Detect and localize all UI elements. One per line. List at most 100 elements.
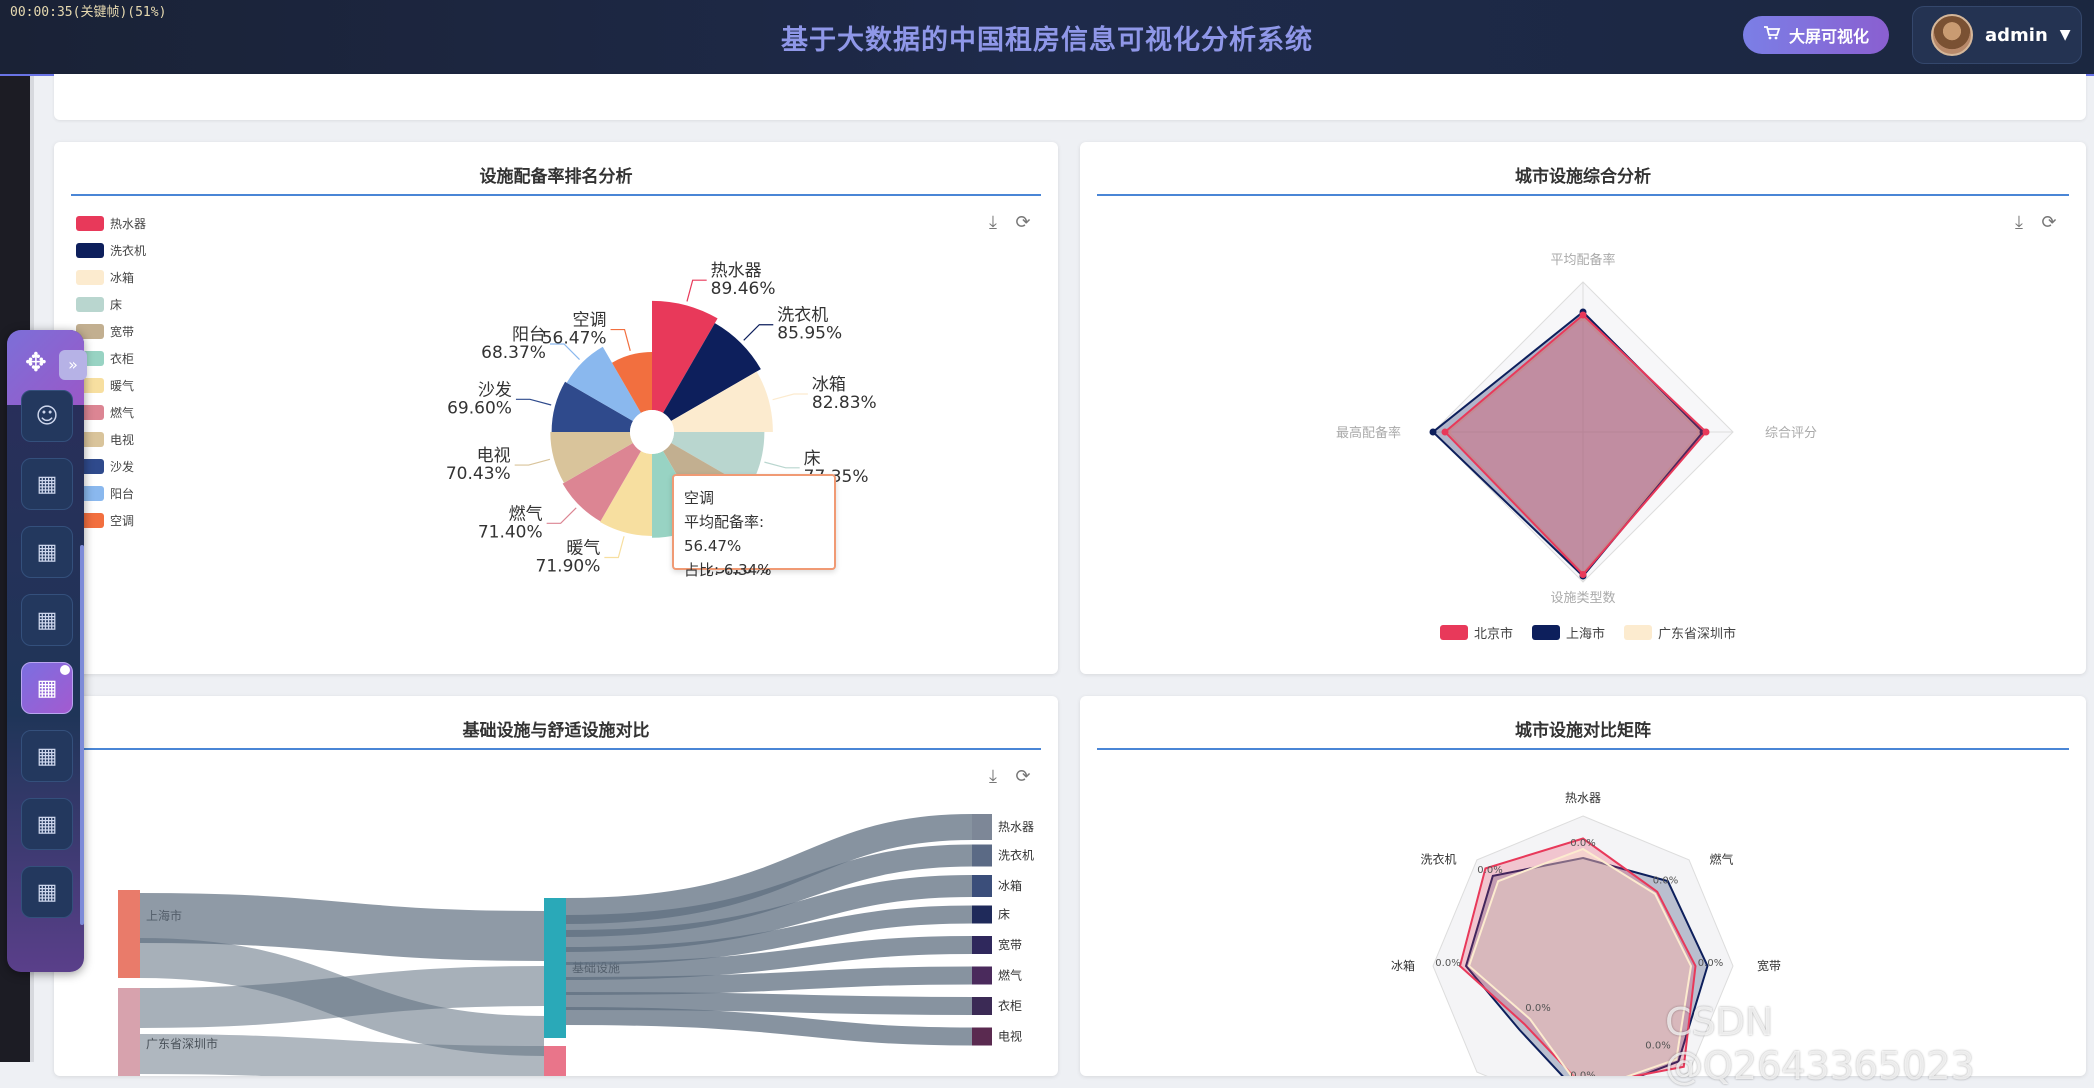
sankey-target-node[interactable] xyxy=(972,997,992,1015)
sankey-link[interactable] xyxy=(565,936,973,980)
radar-legend-label[interactable]: 广东省深圳市 xyxy=(1658,626,1736,642)
sidebar-item-7[interactable]: ▦ xyxy=(21,866,73,918)
pie-slice[interactable] xyxy=(562,443,641,522)
legend-item[interactable]: 沙发 xyxy=(76,453,146,480)
user-menu[interactable]: admin ▼ xyxy=(1912,6,2082,64)
sankey-source-node[interactable] xyxy=(118,988,140,1076)
pie-label-line xyxy=(764,461,800,469)
tooltip-rate: 平均配备率: 56.47% xyxy=(684,513,765,555)
sankey-link[interactable] xyxy=(139,966,545,1028)
facility-rank-card: 设施配备率排名分析 ⤓ ⟳ 热水器 洗衣机 冰箱床宽带 衣柜 暖气 燃气 电视 沙发 阳台 空调 … xyxy=(54,142,1058,674)
pie-chart: 热水器89.46%洗衣机85.95%冰箱82.83%床77.35%宽带衣柜73.… xyxy=(446,261,877,578)
legend-label: 空调 xyxy=(110,514,135,528)
download-icon[interactable]: ⤓ xyxy=(989,212,997,233)
sidebar-header[interactable]: ✥ » xyxy=(7,330,87,405)
card-divider xyxy=(71,194,1041,196)
legend-item[interactable]: 热水器 xyxy=(76,210,146,237)
legend-item[interactable]: 空调 xyxy=(76,507,146,534)
sankey-middle-node[interactable] xyxy=(544,898,566,1038)
sankey-link[interactable] xyxy=(565,1007,973,1046)
download-icon[interactable]: ⤓ xyxy=(2015,212,2023,233)
sidebar-item-2[interactable]: ▦ xyxy=(21,526,73,578)
matrix-indicator: 洗衣机 xyxy=(1420,852,1456,867)
sidebar-item-6[interactable]: ▦ xyxy=(21,798,73,850)
radar-point[interactable] xyxy=(1429,428,1437,436)
chevron-down-icon: ▼ xyxy=(2059,27,2071,43)
legend-item[interactable]: 电视 xyxy=(76,426,146,453)
download-icon[interactable]: ⤓ xyxy=(989,766,997,787)
pie-label-line xyxy=(610,328,631,351)
matrix-series[interactable] xyxy=(1464,856,1709,1076)
legend-item[interactable]: 冰箱 xyxy=(76,264,146,291)
legend-label: 宽带 xyxy=(110,325,135,339)
legend-item[interactable]: 宽带 xyxy=(76,318,146,345)
expand-icon[interactable]: » xyxy=(59,350,87,380)
sankey-target-node[interactable] xyxy=(972,814,992,840)
sankey-link[interactable] xyxy=(565,992,973,1015)
pie-slice[interactable] xyxy=(551,381,633,432)
pie-slice[interactable] xyxy=(566,346,641,421)
pie-slice[interactable] xyxy=(550,432,633,483)
sidebar-item-active[interactable]: ▦ xyxy=(21,662,73,714)
grid-icon: ▦ xyxy=(36,607,58,633)
watermark: CSDN @Q2643365023 xyxy=(1665,1000,1975,1088)
top-bar: 00:00:35(关键帧)(51%) 基于大数据的中国租房信息可视化分析系统 大… xyxy=(0,0,2094,76)
pie-label-name: 电视 xyxy=(477,446,511,466)
pie-slice[interactable] xyxy=(611,351,652,413)
pie-label-line xyxy=(515,398,552,406)
sidebar-item-3[interactable]: ▦ xyxy=(21,594,73,646)
sankey-link[interactable] xyxy=(565,875,973,952)
sidebar-item-user[interactable]: ☺ xyxy=(21,390,73,442)
legend-item[interactable]: 床 xyxy=(76,291,146,318)
pie-slice[interactable] xyxy=(671,371,773,432)
legend-item[interactable]: 燃气 xyxy=(76,399,146,426)
sankey-middle-node[interactable] xyxy=(544,1046,566,1076)
sankey-link[interactable] xyxy=(139,893,545,961)
pie-slice[interactable] xyxy=(663,323,761,421)
sankey-target-node[interactable] xyxy=(972,936,992,954)
legend-item[interactable]: 洗衣机 xyxy=(76,237,146,264)
sankey-target-node[interactable] xyxy=(972,844,992,867)
refresh-icon[interactable]: ⟳ xyxy=(2041,212,2057,233)
radar-point[interactable] xyxy=(1579,571,1587,578)
pie-label-name: 暖气 xyxy=(566,539,600,559)
radar-legend-label[interactable]: 北京市 xyxy=(1474,626,1513,642)
radar-point[interactable] xyxy=(1702,428,1710,436)
matrix-series[interactable] xyxy=(1458,837,1697,1077)
basic-comfort-card: 基础设施与舒适设施对比 ⤓ ⟳ 上海市 广东省深圳市 基础设施 热水器 洗衣机 冰箱床宽带… xyxy=(54,696,1058,1076)
radar-legend-label[interactable]: 上海市 xyxy=(1566,626,1605,642)
radar-point[interactable] xyxy=(1441,428,1449,436)
sankey-target-label: 热水器 xyxy=(998,820,1034,834)
legend-item[interactable]: 阳台 xyxy=(76,480,146,507)
matrix-series[interactable] xyxy=(1467,847,1693,1076)
sankey-link[interactable] xyxy=(565,844,973,937)
sankey-target-node[interactable] xyxy=(972,905,992,924)
radar-series[interactable] xyxy=(1443,313,1708,576)
radar-point[interactable] xyxy=(1579,311,1587,319)
move-icon[interactable]: ✥ xyxy=(25,348,47,378)
bigscreen-button[interactable]: 大屏可视化 xyxy=(1743,16,1889,54)
sankey-target-node[interactable] xyxy=(972,966,992,985)
pie-slice[interactable] xyxy=(652,300,718,413)
sidebar-item-5[interactable]: ▦ xyxy=(21,730,73,782)
radar-indicator: 设施类型数 xyxy=(1550,591,1615,606)
sankey-source-node[interactable] xyxy=(118,890,140,978)
sankey-link[interactable] xyxy=(565,966,973,995)
sidebar-item-1[interactable]: ▦ xyxy=(21,458,73,510)
chart-tooltip: 空调 平均配备率: 56.47% 占比: 6.34% xyxy=(672,474,836,579)
radar-legend-swatch xyxy=(1532,625,1560,640)
matrix-indicator: 宽带 xyxy=(1757,958,1781,973)
sankey-link[interactable] xyxy=(139,1034,545,1076)
sankey-target-label: 床 xyxy=(998,908,1010,922)
refresh-icon[interactable]: ⟳ xyxy=(1015,212,1031,233)
pie-slice[interactable] xyxy=(600,451,652,536)
sidebar-scrollbar[interactable] xyxy=(80,545,84,925)
pie-label-name: 床 xyxy=(804,449,821,469)
refresh-icon[interactable]: ⟳ xyxy=(1015,766,1031,787)
sankey-link[interactable] xyxy=(565,814,973,924)
sankey-target-node[interactable] xyxy=(972,875,992,897)
grid-icon: ▦ xyxy=(36,743,58,769)
sankey-target-node[interactable] xyxy=(972,1027,992,1046)
sankey-link[interactable] xyxy=(565,905,973,965)
